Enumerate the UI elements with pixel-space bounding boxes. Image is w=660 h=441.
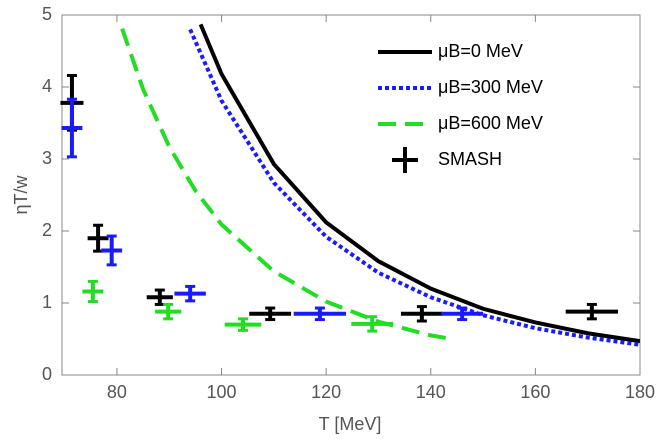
curve bbox=[198, 23, 640, 344]
plot-area bbox=[120, 23, 640, 347]
legend-label: SMASH bbox=[438, 149, 502, 169]
y-tick-label: 2 bbox=[42, 220, 52, 240]
x-tick-label: 140 bbox=[416, 382, 446, 402]
y-tick-label: 4 bbox=[42, 76, 52, 96]
y-tick-label: 5 bbox=[42, 4, 52, 24]
x-axis-label: T [MeV] bbox=[319, 414, 382, 434]
x-tick-label: 160 bbox=[520, 382, 550, 402]
curve bbox=[188, 28, 640, 347]
x-tick-label: 120 bbox=[311, 382, 341, 402]
legend-label: μB=300 MeV bbox=[438, 77, 543, 97]
x-tick-label: 100 bbox=[207, 382, 237, 402]
legend-label: μB=600 MeV bbox=[438, 113, 543, 133]
y-tick-label: 0 bbox=[42, 364, 52, 384]
y-tick-label: 1 bbox=[42, 292, 52, 312]
y-tick-label: 3 bbox=[42, 148, 52, 168]
x-tick-label: 80 bbox=[107, 382, 127, 402]
plot-frame bbox=[61, 14, 641, 376]
curve bbox=[120, 28, 453, 341]
legend-label: μB=0 MeV bbox=[438, 41, 523, 61]
x-tick-label: 180 bbox=[625, 382, 655, 402]
y-axis-label: ηT/w bbox=[11, 175, 31, 215]
